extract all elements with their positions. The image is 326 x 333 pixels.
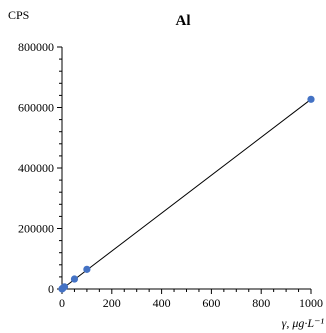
x-tick-label: 1000 <box>299 296 323 310</box>
y-tick-label: 600000 <box>18 101 54 115</box>
trendline <box>61 98 312 290</box>
data-point <box>83 265 91 273</box>
x-tick-label: 400 <box>153 296 171 310</box>
chart-title: Al <box>176 13 191 29</box>
x-tick-label: 600 <box>202 296 220 310</box>
y-axis-label: CPS <box>8 8 29 22</box>
x-axis-label: γ, μg·L⁻¹ <box>282 316 325 330</box>
x-tick-label: 200 <box>103 296 121 310</box>
data-point <box>70 275 79 283</box>
y-tick-label: 200000 <box>18 222 54 236</box>
x-tick-label: 0 <box>59 296 65 310</box>
y-tick-label: 400000 <box>18 161 54 175</box>
data-point <box>60 283 69 291</box>
x-tick-label: 800 <box>252 296 270 310</box>
y-tick-label: 800000 <box>18 40 54 54</box>
data-point <box>307 95 315 103</box>
y-tick-label: 0 <box>48 282 54 296</box>
plot-area: 0 200000 400000 600000 800000 0 200 400 600 800 10… <box>18 40 323 310</box>
